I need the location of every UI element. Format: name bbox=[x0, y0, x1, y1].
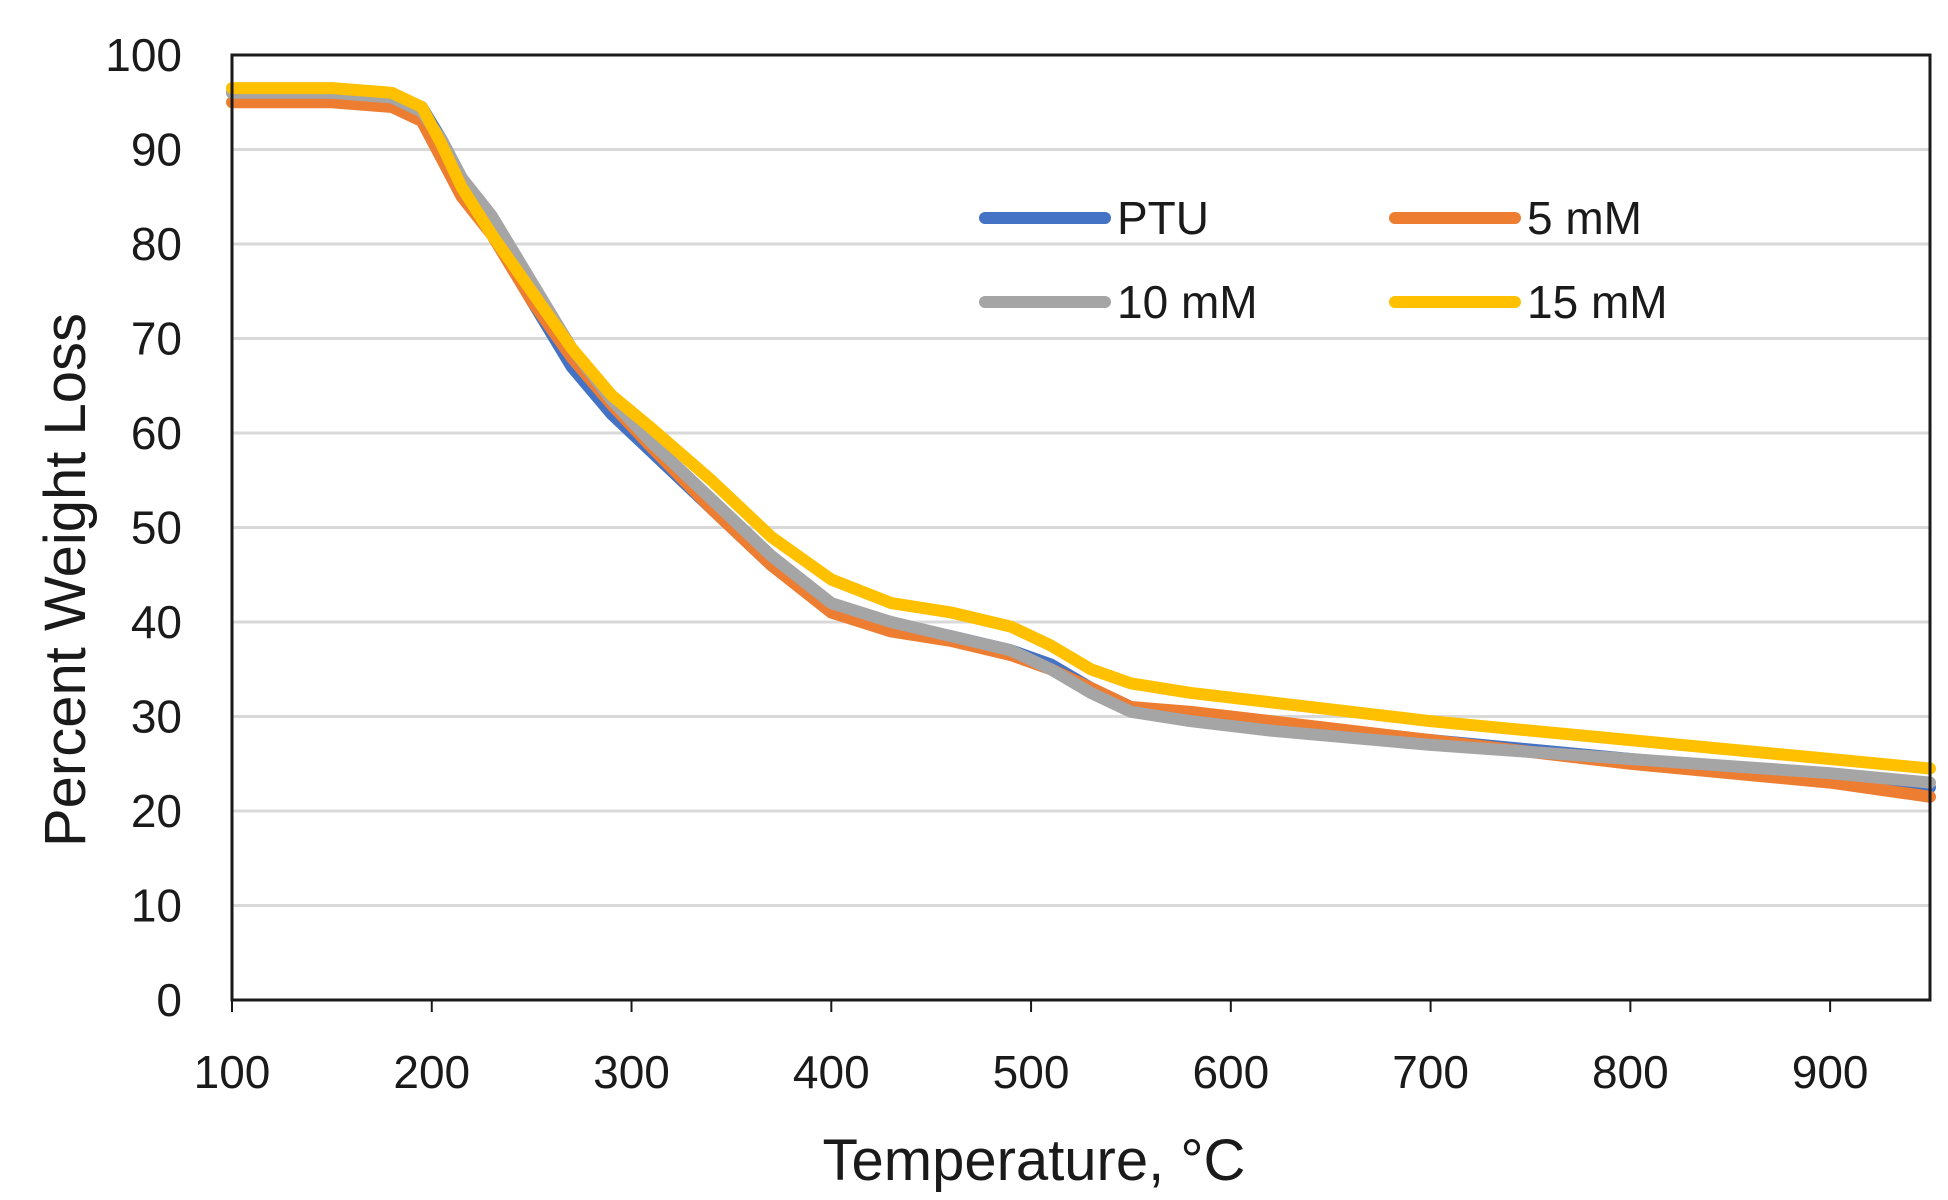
legend-label-ptu: PTU bbox=[1117, 192, 1209, 244]
x-tick-label-700: 700 bbox=[1392, 1046, 1469, 1098]
legend-label-5-mm: 5 mM bbox=[1527, 192, 1642, 244]
y-tick-label-30: 30 bbox=[131, 691, 182, 743]
x-axis: 100 200 300 400 500 600 700 800 900 bbox=[194, 1000, 1869, 1098]
y-axis: 0 10 20 30 40 50 60 70 80 90 100 bbox=[105, 29, 182, 1026]
y-tick-label-40: 40 bbox=[131, 596, 182, 648]
x-tick-label-200: 200 bbox=[393, 1046, 470, 1098]
x-axis-title: Temperature, °C bbox=[823, 1128, 1246, 1193]
y-axis-title: Percent Weight Loss bbox=[33, 313, 98, 847]
x-tick-label-900: 900 bbox=[1792, 1046, 1869, 1098]
legend-label-10-mm: 10 mM bbox=[1117, 276, 1258, 328]
y-tick-label-60: 60 bbox=[131, 407, 182, 459]
x-tick-label-600: 600 bbox=[1192, 1046, 1269, 1098]
y-tick-label-80: 80 bbox=[131, 218, 182, 270]
x-tick-label-500: 500 bbox=[993, 1046, 1070, 1098]
y-tick-label-100: 100 bbox=[105, 29, 182, 81]
y-tick-label-70: 70 bbox=[131, 313, 182, 365]
series-line-15-mm bbox=[226, 82, 1936, 775]
legend: PTU 5 mM 10 mM 15 mM bbox=[979, 192, 1668, 328]
x-tick-label-800: 800 bbox=[1592, 1046, 1669, 1098]
x-tick-label-400: 400 bbox=[793, 1046, 870, 1098]
y-tick-label-50: 50 bbox=[131, 502, 182, 554]
x-tick-label-100: 100 bbox=[194, 1046, 271, 1098]
y-tick-label-90: 90 bbox=[131, 124, 182, 176]
y-tick-label-0: 0 bbox=[156, 974, 182, 1026]
legend-label-15-mm: 15 mM bbox=[1527, 276, 1668, 328]
y-tick-label-20: 20 bbox=[131, 785, 182, 837]
series-lines bbox=[226, 82, 1936, 803]
x-tick-label-300: 300 bbox=[593, 1046, 670, 1098]
gridlines bbox=[232, 148, 1930, 907]
y-tick-label-10: 10 bbox=[131, 880, 182, 932]
plot-area-frame bbox=[230, 53, 1932, 1002]
